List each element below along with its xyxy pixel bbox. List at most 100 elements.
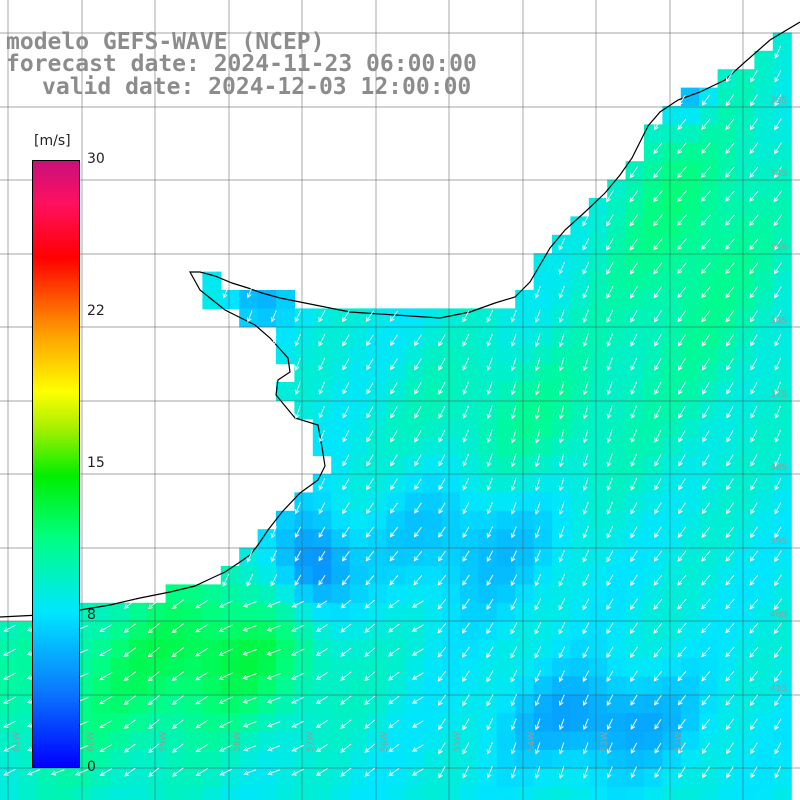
wind-cell: [92, 786, 111, 800]
wind-cell: [386, 492, 406, 512]
wind-cell: [644, 418, 663, 438]
wind-cell: [607, 676, 627, 696]
wind-cell: [515, 363, 535, 383]
wind-cell: [680, 418, 700, 438]
wind-cell: [625, 731, 645, 751]
wind-arrow: [629, 214, 639, 227]
wind-cell: [478, 382, 498, 401]
wind-cell: [625, 253, 645, 273]
wind-arrow: [654, 429, 662, 443]
wind-arrow: [267, 745, 281, 752]
wind-cell: [257, 676, 277, 696]
wind-cell: [588, 474, 608, 493]
wind-arrow: [678, 94, 686, 106]
wind-cell: [644, 750, 663, 769]
wind-cell: [331, 474, 351, 493]
wind-arrow: [462, 333, 470, 347]
wind-arrow: [171, 767, 184, 777]
wind-cell: [294, 621, 314, 641]
wind-arrow: [246, 549, 253, 563]
wind-cell: [662, 510, 682, 530]
wind-arrow: [510, 405, 517, 420]
wind-cell: [662, 124, 682, 144]
wind-arrow: [582, 525, 589, 539]
wind-arrow: [438, 526, 446, 538]
wind-arrow: [558, 765, 565, 779]
wind-cell: [515, 547, 535, 567]
wind-arrow: [678, 742, 686, 754]
wind-arrow: [3, 696, 17, 704]
wind-arrow: [294, 502, 301, 515]
wind-cell: [496, 676, 516, 696]
wind-cell: [349, 418, 369, 438]
wind-arrow: [510, 622, 518, 635]
wind-arrow: [653, 550, 662, 562]
wind-arrow: [678, 766, 686, 779]
wind-cell: [680, 676, 700, 696]
wind-arrow: [654, 478, 662, 491]
wind-cell: [515, 639, 535, 659]
wind-arrow: [315, 744, 328, 753]
wind-arrow: [629, 237, 639, 251]
wind-cell: [441, 418, 461, 438]
wind-cell: [147, 731, 167, 751]
wind-cell: [36, 786, 56, 800]
wind-cell: [386, 786, 406, 800]
wind-arrow: [701, 550, 711, 562]
wind-arrow: [749, 310, 758, 323]
wind-arrow: [750, 453, 758, 467]
wind-arrow: [701, 94, 710, 106]
wind-arrow: [486, 405, 493, 420]
wind-arrow: [411, 672, 424, 680]
wind-cell: [349, 750, 369, 769]
wind-arrow: [749, 694, 759, 706]
wind-arrow: [148, 767, 160, 777]
wind-arrow: [606, 190, 614, 203]
wind-cell: [349, 474, 369, 493]
wind-arrow: [388, 623, 400, 633]
wind-cell: [349, 510, 369, 530]
wind-cell: [644, 253, 663, 273]
wind-cell: [128, 602, 148, 622]
wind-arrow: [462, 405, 470, 419]
wind-arrow: [342, 478, 350, 491]
wind-arrow: [606, 694, 614, 707]
wind-cell: [0, 621, 19, 641]
wind-cell: [772, 308, 792, 328]
wind-cell: [680, 510, 700, 530]
wind-cell: [478, 510, 498, 530]
wind-cell: [607, 326, 627, 346]
wind-cell: [515, 658, 535, 677]
wind-cell: [736, 529, 755, 549]
wind-cell: [570, 602, 590, 622]
wind-cell: [754, 69, 774, 89]
wind-cell: [386, 768, 406, 788]
wind-cell: [423, 639, 443, 659]
wind-cell: [496, 326, 516, 346]
wind-cell: [588, 639, 608, 659]
wind-cell: [699, 731, 719, 751]
lon-label-59w: 59W: [159, 731, 169, 752]
wind-arrow: [773, 166, 783, 179]
wind-cell: [754, 510, 774, 530]
wind-cell: [533, 290, 553, 309]
wind-cell: [515, 786, 535, 800]
wind-cell: [772, 326, 792, 346]
wind-cell: [680, 253, 700, 273]
wind-cell: [680, 161, 700, 181]
wind-cell: [607, 492, 627, 512]
wind-cell: [312, 676, 332, 696]
wind-cell: [404, 492, 424, 512]
wind-arrow: [294, 357, 301, 371]
wind-cell: [570, 676, 590, 696]
wind-arrow: [510, 453, 517, 468]
wind-arrow: [630, 718, 638, 730]
wind-arrow: [749, 214, 759, 227]
wind-cell: [717, 253, 737, 273]
wind-arrow: [366, 454, 374, 467]
wind-arrow: [242, 672, 258, 680]
wind-arrow: [677, 695, 686, 706]
wind-cell: [515, 474, 535, 493]
wind-cell: [607, 290, 627, 309]
wind-arrow: [701, 623, 711, 634]
